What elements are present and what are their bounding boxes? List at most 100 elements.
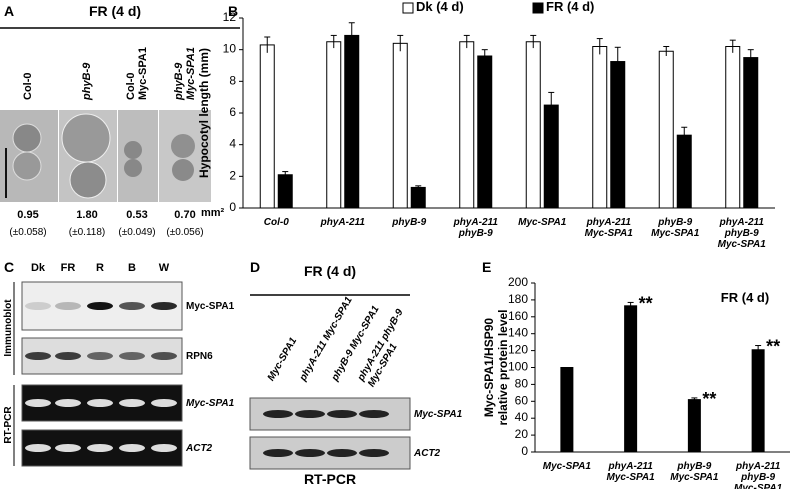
area-value: 1.80	[76, 209, 97, 221]
genotype-label: phyB-9Myc-SPA1	[173, 47, 197, 101]
bar	[560, 367, 574, 453]
x-tick-label: phyA-211	[320, 217, 366, 228]
panel-letter: A	[4, 3, 14, 19]
band	[295, 410, 325, 418]
method-label: RT-PCR	[304, 471, 356, 487]
band	[25, 302, 51, 310]
bar	[459, 41, 475, 209]
y-tick-label: 2	[229, 169, 236, 183]
x-tick-label: phyA-211 phyB-9	[453, 217, 499, 239]
band	[359, 449, 389, 457]
panel-letter: D	[250, 259, 260, 275]
band	[55, 302, 81, 310]
x-tick-label: Col-0	[264, 217, 289, 228]
band	[119, 399, 145, 407]
blot-label: Myc-SPA1	[186, 301, 235, 312]
y-axis-label: Myc-SPA1/HSP90relative protein level	[482, 309, 510, 425]
band	[151, 352, 177, 360]
bar	[277, 174, 293, 209]
y-tick-label: 100	[508, 360, 528, 374]
chart-note: FR (4 d)	[721, 290, 769, 305]
band	[55, 399, 81, 407]
bar	[392, 42, 408, 209]
y-tick-label: 0	[521, 444, 528, 458]
bar	[543, 104, 559, 209]
band	[327, 410, 357, 418]
y-tick-label: 180	[508, 292, 528, 306]
lane-label: Dk	[31, 262, 46, 274]
band	[263, 449, 293, 457]
lane-label: Myc-SPA1	[265, 335, 299, 383]
y-tick-label: 4	[229, 137, 236, 151]
blot-label: ACT2	[413, 448, 441, 459]
y-tick-label: 12	[223, 10, 237, 24]
blot-label: Myc-SPA1	[186, 398, 235, 409]
area-value: 0.70	[174, 209, 195, 221]
band	[151, 302, 177, 310]
x-tick-label: phyA-211 Myc-SPA1	[585, 217, 634, 239]
band	[25, 399, 51, 407]
genotype-label: Col-0Myc-SPA1	[125, 47, 149, 100]
y-tick-label: 80	[515, 377, 529, 391]
bar	[592, 46, 608, 209]
bar	[525, 41, 541, 209]
legend-swatch	[402, 2, 414, 14]
panel-letter: B	[228, 3, 238, 19]
bar	[344, 34, 360, 209]
y-tick-label: 6	[229, 105, 236, 119]
y-tick-label: 60	[515, 393, 529, 407]
band	[151, 444, 177, 452]
y-tick-label: 120	[508, 343, 528, 357]
method-label: Immunoblot	[3, 299, 14, 357]
y-axis-label: Hypocotyl length (mm)	[197, 48, 211, 178]
legend-swatch	[532, 2, 544, 14]
y-tick-label: 200	[508, 275, 528, 289]
bar	[676, 134, 692, 209]
blot-label: RPN6	[186, 351, 213, 362]
significance-mark: **	[702, 389, 716, 409]
band	[87, 352, 113, 360]
band	[119, 444, 145, 452]
x-tick-label: Myc-SPA1	[518, 217, 567, 228]
x-tick-label: phyA-211 phyB-9 Myc-SPA1	[734, 461, 783, 489]
area-value: 0.53	[126, 209, 147, 221]
x-tick-label: Myc-SPA1	[543, 461, 592, 472]
bar	[743, 57, 759, 209]
band	[87, 399, 113, 407]
band	[263, 410, 293, 418]
legend-label: FR (4 d)	[546, 0, 594, 14]
band	[327, 449, 357, 457]
x-tick-label: phyB-9 Myc-SPA1	[651, 217, 700, 239]
lane-label: FR	[61, 262, 76, 274]
x-tick-label: phyB-9	[391, 217, 426, 228]
bar	[624, 305, 638, 453]
area-error: (±0.118)	[69, 227, 105, 238]
seedling-photos	[0, 110, 211, 202]
significance-mark: **	[639, 293, 653, 313]
blot-label: Myc-SPA1	[414, 409, 463, 420]
y-tick-label: 140	[508, 326, 528, 340]
y-tick-label: 10	[223, 42, 237, 56]
x-tick-label: phyB-9 Myc-SPA1	[670, 461, 719, 483]
band	[87, 302, 113, 310]
band	[119, 302, 145, 310]
method-label: RT-PCR	[3, 406, 14, 444]
genotype-label: phyB-9	[81, 62, 93, 101]
area-error: (±0.049)	[118, 227, 155, 238]
genotype-label: Col-0	[22, 73, 34, 101]
bar	[751, 349, 765, 453]
bar	[725, 46, 741, 209]
panel-title: FR (4 d)	[89, 3, 141, 19]
band	[25, 444, 51, 452]
band	[295, 449, 325, 457]
y-tick-label: 160	[508, 309, 528, 323]
area-error: (±0.058)	[9, 227, 46, 238]
band	[359, 410, 389, 418]
area-error: (±0.056)	[166, 227, 203, 238]
x-tick-label: phyA-211 Myc-SPA1	[607, 461, 656, 483]
band	[55, 352, 81, 360]
band	[151, 399, 177, 407]
bar	[658, 50, 674, 209]
significance-mark: **	[766, 336, 780, 356]
